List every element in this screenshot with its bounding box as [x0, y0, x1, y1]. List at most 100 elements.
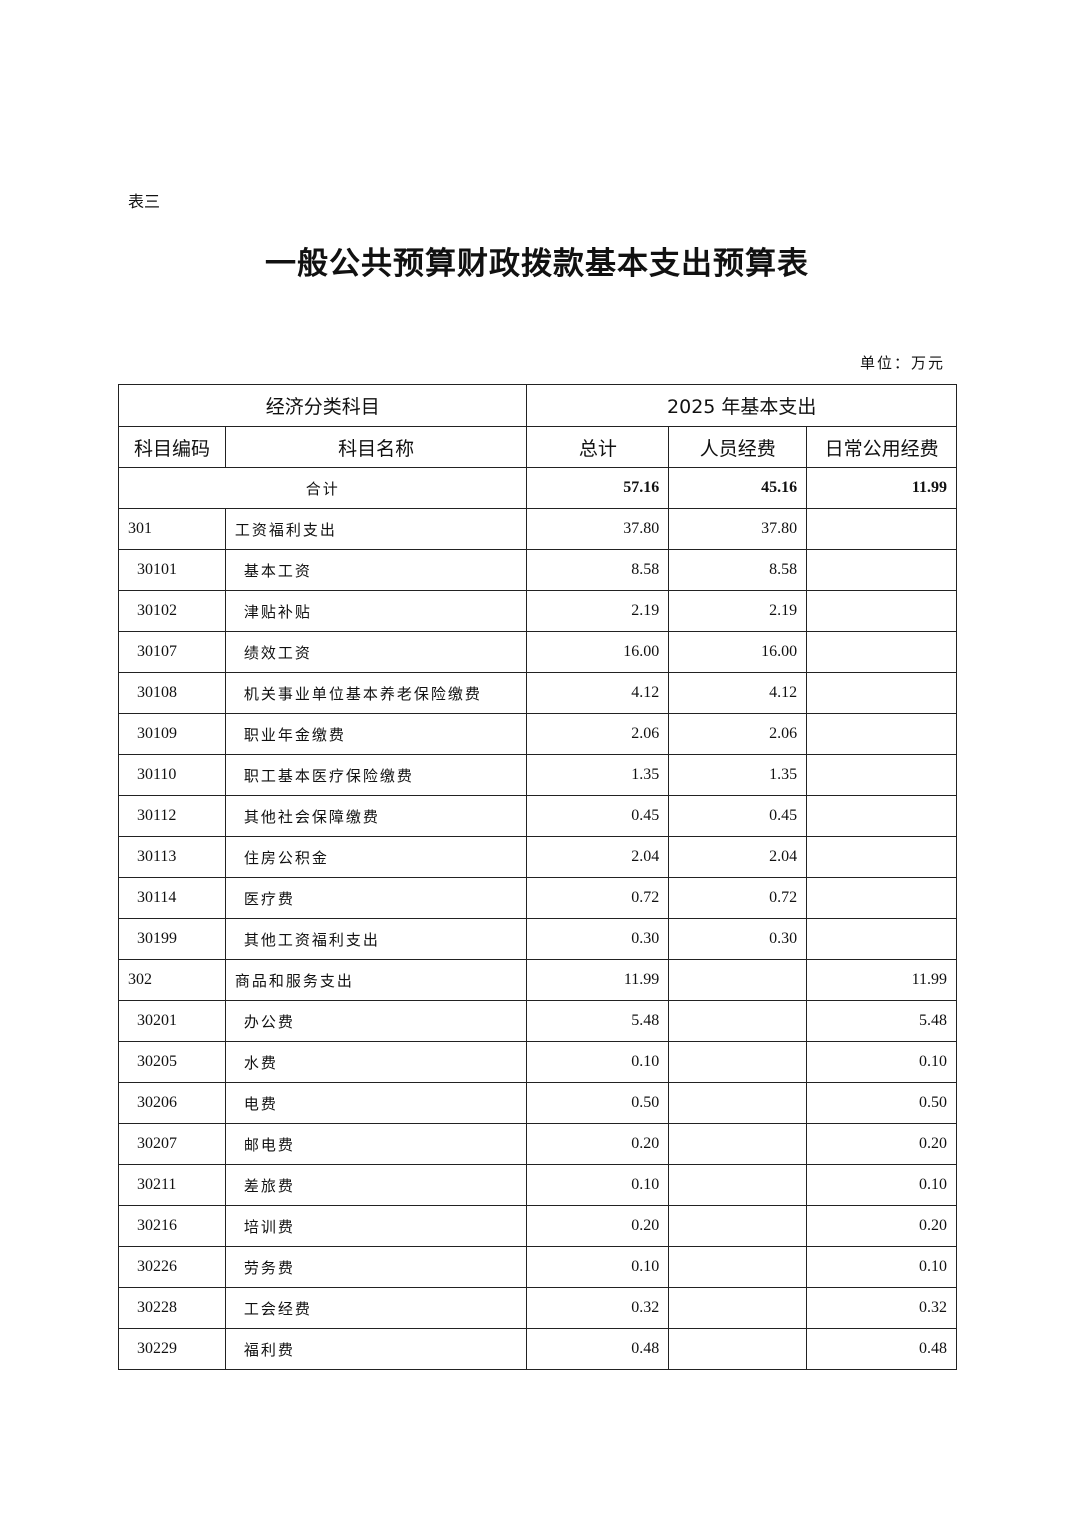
table-row: 30107 绩效工资 16.00 16.00: [118, 631, 957, 673]
table-row: 301 工资福利支出 37.80 37.80: [118, 508, 957, 550]
cell-name: 办公费: [224, 1000, 528, 1042]
table-row: 30201 办公费 5.48 5.48: [118, 1000, 957, 1042]
cell-public: 11.99: [806, 959, 957, 1001]
cell-public: 0.50: [806, 1082, 957, 1124]
cell-total: 8.58: [526, 549, 670, 591]
table-row: 30108 机关事业单位基本养老保险缴费 4.12 4.12: [118, 672, 957, 714]
total-public: 11.99: [806, 467, 957, 509]
cell-personnel: [668, 1287, 808, 1329]
cell-code: 30108: [118, 672, 226, 714]
group-header-category: 经济分类科目: [117, 384, 528, 427]
cell-public: 0.10: [806, 1164, 957, 1206]
cell-code: 30211: [118, 1164, 226, 1206]
group-header-expense: 2025 年基本支出: [526, 384, 957, 427]
header-public: 日常公用经费: [806, 426, 957, 468]
cell-personnel: [668, 1041, 808, 1083]
cell-personnel: [668, 1164, 808, 1206]
cell-code: 30113: [118, 836, 226, 878]
cell-code: 30114: [118, 877, 226, 919]
cell-personnel: 4.12: [668, 672, 808, 714]
cell-total: 4.12: [526, 672, 670, 714]
table-row: 30216 培训费 0.20 0.20: [118, 1205, 957, 1247]
table-row: 30101 基本工资 8.58 8.58: [118, 549, 957, 591]
table-row: 30112 其他社会保障缴费 0.45 0.45: [118, 795, 957, 837]
table-row: 30199 其他工资福利支出 0.30 0.30: [118, 918, 957, 960]
cell-code: 30226: [118, 1246, 226, 1288]
cell-code: 302: [118, 959, 226, 1001]
cell-personnel: [668, 959, 808, 1001]
cell-public: 5.48: [806, 1000, 957, 1042]
cell-public: [806, 508, 957, 550]
cell-public: [806, 836, 957, 878]
header-code: 科目编码: [118, 426, 226, 468]
cell-total: 0.20: [526, 1123, 670, 1165]
cell-name: 职业年金缴费: [224, 713, 528, 755]
cell-name: 绩效工资: [224, 631, 528, 673]
budget-table: 经济分类科目 2025 年基本支出 科目编码 科目名称 总计 人员经费 日常公用…: [117, 384, 957, 1370]
cell-total: 1.35: [526, 754, 670, 796]
cell-public: [806, 672, 957, 714]
page-title: 一般公共预算财政拨款基本支出预算表: [265, 246, 809, 282]
group-header-row: 经济分类科目 2025 年基本支出: [117, 384, 957, 427]
cell-name: 电费: [224, 1082, 528, 1124]
cell-name: 水费: [224, 1041, 528, 1083]
table-row: 30109 职业年金缴费 2.06 2.06: [118, 713, 957, 755]
table-label: 表三: [128, 192, 161, 211]
cell-name: 基本工资: [224, 549, 528, 591]
cell-public: [806, 549, 957, 591]
cell-name: 津贴补贴: [224, 590, 528, 632]
cell-personnel: [668, 1205, 808, 1247]
cell-code: 30199: [118, 918, 226, 960]
cell-public: 0.32: [806, 1287, 957, 1329]
cell-public: 0.48: [806, 1328, 957, 1370]
cell-personnel: 0.45: [668, 795, 808, 837]
cell-public: 0.10: [806, 1246, 957, 1288]
cell-personnel: 2.04: [668, 836, 808, 878]
header-personnel: 人员经费: [668, 426, 808, 468]
cell-public: [806, 795, 957, 837]
cell-personnel: 0.30: [668, 918, 808, 960]
cell-personnel: [668, 1082, 808, 1124]
cell-code: 30206: [118, 1082, 226, 1124]
cell-name: 其他工资福利支出: [224, 918, 528, 960]
cell-total: 0.10: [526, 1164, 670, 1206]
cell-name: 工资福利支出: [224, 508, 528, 550]
cell-name: 培训费: [224, 1205, 528, 1247]
cell-code: 30102: [118, 590, 226, 632]
total-row: 合计 57.16 45.16 11.99: [117, 467, 957, 509]
cell-personnel: [668, 1328, 808, 1370]
cell-total: 11.99: [526, 959, 670, 1001]
table-row: 30207 邮电费 0.20 0.20: [118, 1123, 957, 1165]
total-label: 合计: [117, 467, 528, 509]
cell-total: 2.06: [526, 713, 670, 755]
table-row: 30228 工会经费 0.32 0.32: [118, 1287, 957, 1329]
cell-name: 职工基本医疗保险缴费: [224, 754, 528, 796]
cell-name: 福利费: [224, 1328, 528, 1370]
cell-code: 30216: [118, 1205, 226, 1247]
cell-personnel: 16.00: [668, 631, 808, 673]
cell-code: 301: [118, 508, 226, 550]
cell-personnel: 2.06: [668, 713, 808, 755]
cell-name: 工会经费: [224, 1287, 528, 1329]
cell-total: 0.72: [526, 877, 670, 919]
cell-code: 30205: [118, 1041, 226, 1083]
header-name: 科目名称: [224, 426, 528, 468]
cell-name: 医疗费: [224, 877, 528, 919]
cell-public: [806, 590, 957, 632]
column-header-row: 科目编码 科目名称 总计 人员经费 日常公用经费: [118, 426, 957, 468]
table-row: 30229 福利费 0.48 0.48: [118, 1328, 957, 1370]
cell-total: 5.48: [526, 1000, 670, 1042]
table-row: 30211 差旅费 0.10 0.10: [118, 1164, 957, 1206]
table-row: 30206 电费 0.50 0.50: [118, 1082, 957, 1124]
cell-name: 住房公积金: [224, 836, 528, 878]
header-total: 总计: [526, 426, 670, 468]
cell-personnel: 1.35: [668, 754, 808, 796]
table-row: 30110 职工基本医疗保险缴费 1.35 1.35: [118, 754, 957, 796]
cell-total: 0.50: [526, 1082, 670, 1124]
table-row: 30114 医疗费 0.72 0.72: [118, 877, 957, 919]
table-row: 30205 水费 0.10 0.10: [118, 1041, 957, 1083]
cell-name: 差旅费: [224, 1164, 528, 1206]
table-row: 30226 劳务费 0.10 0.10: [118, 1246, 957, 1288]
cell-total: 16.00: [526, 631, 670, 673]
cell-total: 0.30: [526, 918, 670, 960]
